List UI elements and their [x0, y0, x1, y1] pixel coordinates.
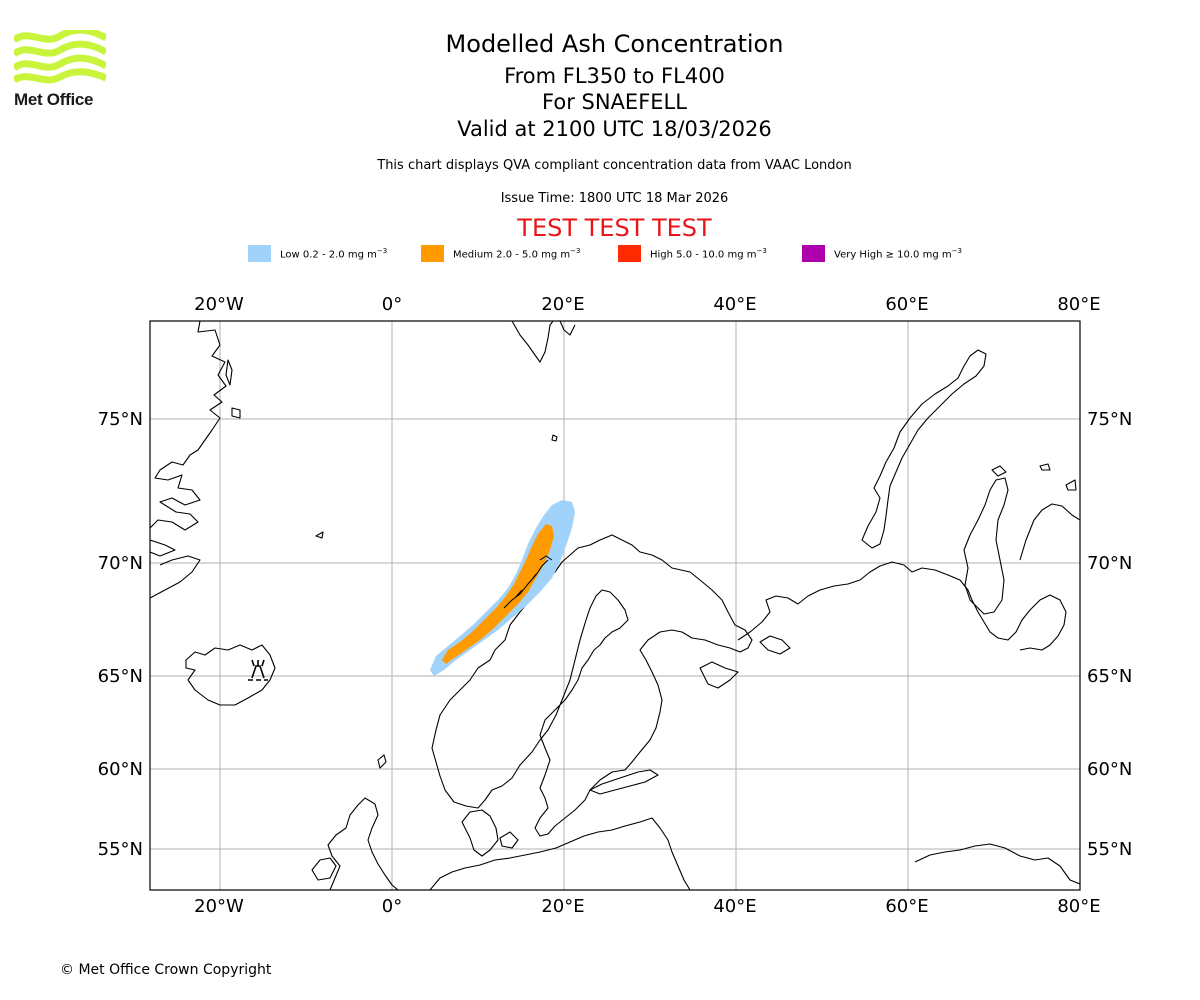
met-office-waves-icon [14, 30, 106, 84]
coast-iceland [185, 644, 276, 706]
lon-label-bottom-20w: 20°W [194, 896, 244, 917]
legend-swatch-high [618, 245, 641, 262]
coast-lofoten [503, 555, 553, 609]
lat-label-right-65n: 65°N [1087, 666, 1132, 687]
lon-label-top-40e: 40°E [713, 294, 756, 315]
lat-label-left-60n: 60°N [98, 759, 143, 780]
coast-gydan [1019, 503, 1080, 561]
legend-swatch-medium [421, 245, 444, 262]
valid-time: Valid at 2100 UTC 18/03/2026 [457, 117, 772, 141]
volcano-marker-icon[interactable] [248, 659, 268, 681]
coast-russia-north [737, 561, 1067, 651]
volcano-name: For SNAEFELL [542, 90, 687, 114]
coast-greenland-island [225, 359, 324, 539]
lat-label-right-75n: 75°N [1087, 409, 1132, 430]
lat-label-left-75n: 75°N [98, 409, 143, 430]
coast-caspian-north [914, 843, 1080, 885]
legend-label-high: High 5.0 - 10.0 mg m−3 [650, 247, 767, 261]
lat-label-right-55n: 55°N [1087, 839, 1132, 860]
coast-scandinavia [431, 534, 753, 837]
chart-description: This chart displays QVA compliant concen… [377, 158, 852, 173]
lon-label-bottom-60e: 60°E [885, 896, 928, 917]
lon-label-top-20e: 20°E [541, 294, 584, 315]
lon-label-top-20w: 20°W [194, 294, 244, 315]
lat-label-right-60n: 60°N [1087, 759, 1132, 780]
map-frame [149, 320, 1081, 891]
chart-title: Modelled Ash Concentration [445, 30, 784, 58]
legend-label-low: Low 0.2 - 2.0 mg m−3 [280, 247, 388, 261]
issue-time: Issue Time: 1800 UTC 18 Mar 2026 [500, 191, 729, 206]
flight-level-range: From FL350 to FL400 [504, 64, 725, 88]
lon-label-bottom-80e: 80°E [1057, 896, 1100, 917]
coastlines [150, 321, 1080, 890]
lat-label-left-65n: 65°N [98, 666, 143, 687]
coast-yamal [963, 477, 1009, 615]
ash-zone-medium[interactable] [442, 524, 554, 664]
coast-greenland [150, 321, 227, 599]
volcano-marker-plume [251, 659, 265, 667]
lon-label-bottom-0: 0° [382, 896, 402, 917]
coast-finland-south [589, 769, 659, 795]
copyright-notice: © Met Office Crown Copyright [60, 962, 272, 978]
legend-label-medium: Medium 2.0 - 5.0 mg m−3 [453, 247, 581, 261]
lat-label-right-70n: 70°N [1087, 553, 1132, 574]
lon-label-bottom-20e: 20°E [541, 896, 584, 917]
lon-label-top-0: 0° [382, 294, 402, 315]
legend-label-very-high: Very High ≥ 10.0 mg m−3 [834, 247, 962, 261]
coast-svalbard [511, 321, 576, 442]
met-office-logo: Met Office [14, 30, 110, 114]
lon-label-bottom-40e: 40°E [713, 896, 756, 917]
lat-label-left-55n: 55°N [98, 839, 143, 860]
lat-label-left-70n: 70°N [98, 553, 143, 574]
coast-denmark [461, 809, 519, 857]
lon-label-top-80e: 80°E [1057, 294, 1100, 315]
coast-novaya-zemlya [861, 349, 987, 549]
met-office-wordmark: Met Office [14, 90, 94, 109]
legend-swatch-very-high [802, 245, 825, 262]
test-banner: TEST TEST TEST [517, 214, 712, 242]
coast-kola-white-sea [699, 635, 791, 689]
coast-continent-south [429, 817, 691, 890]
coast-lofoten-islands [503, 555, 553, 609]
gridlines [150, 321, 1080, 890]
coast-islands-ne [991, 463, 1077, 491]
coast-british-isles [311, 754, 399, 890]
legend-swatch-low [248, 245, 271, 262]
lon-label-top-60e: 60°E [885, 294, 928, 315]
